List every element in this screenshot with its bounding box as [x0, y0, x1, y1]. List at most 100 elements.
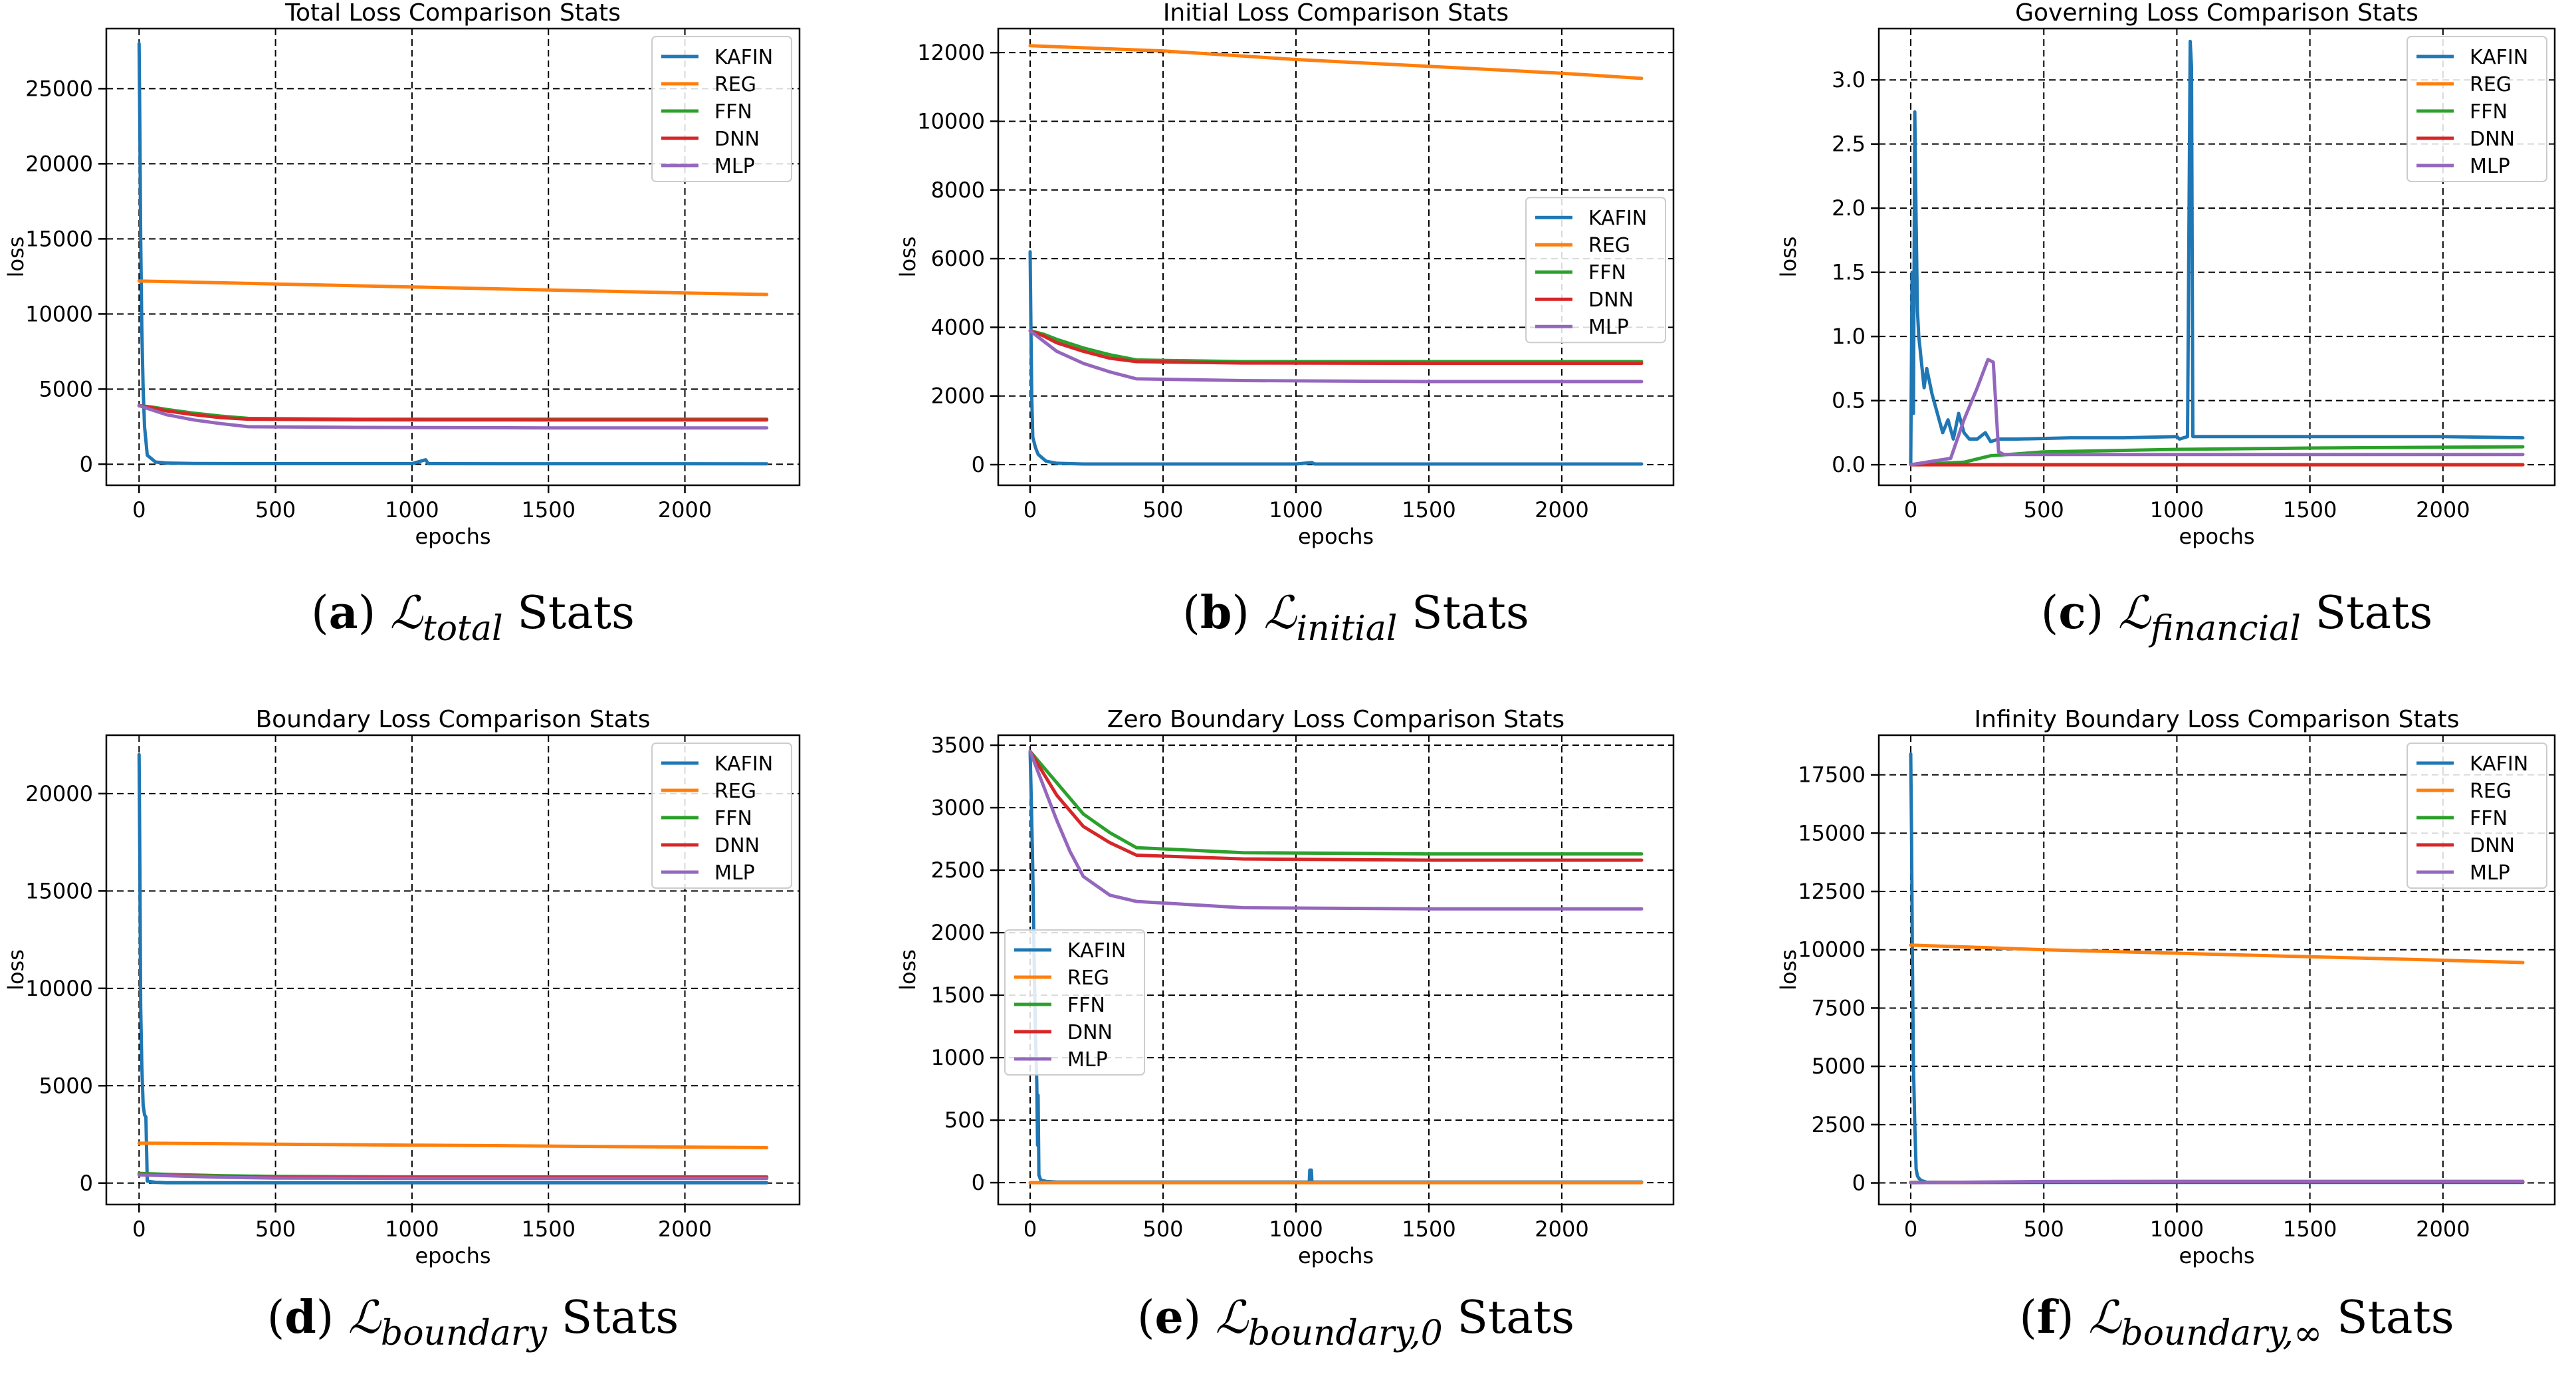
- chart-2-x-tick-label: 0: [1023, 497, 1037, 522]
- chart-5-y-tick-label: 3000: [931, 795, 985, 820]
- chart-6-caption-symbol: ℒ: [2088, 1292, 2122, 1344]
- chart-6-x-tick-label: 2000: [2416, 1216, 2470, 1242]
- chart-3-y-tick-label: 2.0: [1832, 195, 1866, 221]
- chart-4-x-tick-label: 2000: [658, 1216, 712, 1242]
- chart-1-legend-label-dnn: DNN: [714, 128, 760, 151]
- chart-2-y-tick-label: 2000: [931, 384, 985, 409]
- chart-6-legend-label-reg: REG: [2470, 780, 2512, 803]
- chart-4-caption-symbol: ℒ: [348, 1292, 382, 1344]
- chart-4-y-tick-label: 5000: [39, 1073, 93, 1098]
- chart-3-legend-label-kafin: KAFIN: [2470, 46, 2528, 69]
- chart-6-legend-label-dnn: DNN: [2470, 834, 2515, 858]
- chart-1-x-tick-label: 500: [255, 497, 296, 522]
- chart-5-title: Zero Boundary Loss Comparison Stats: [1107, 706, 1564, 733]
- chart-5-caption-letter: (: [1137, 1292, 1155, 1344]
- chart-5-x-axis-label: epochs: [1298, 1243, 1374, 1268]
- chart-2-legend-box: [1525, 197, 1666, 344]
- chart-4-x-tick-label: 1500: [522, 1216, 576, 1242]
- chart-2-y-tick-label: 12000: [917, 40, 985, 65]
- chart-3-legend-label-ffn: FFN: [2470, 100, 2508, 124]
- chart-3-x-tick-label: 0: [1904, 497, 1917, 522]
- chart-1-caption-paren: ): [358, 587, 390, 639]
- chart-6-caption-subscript: boundary,∞: [2121, 1314, 2322, 1353]
- chart-2-x-tick-label: 1500: [1402, 497, 1455, 522]
- chart-1-y-axis-label: loss: [3, 237, 29, 278]
- chart-5-caption-subscript: boundary,0: [1248, 1314, 1443, 1353]
- chart-5-x-tick-label: 1500: [1402, 1216, 1455, 1242]
- chart-1-caption-suffix: Stats: [503, 587, 635, 639]
- chart-2-y-tick-label: 8000: [931, 177, 985, 203]
- chart-5-y-tick-label: 3500: [931, 733, 985, 758]
- chart-4-series-reg: [137, 1141, 769, 1149]
- chart-2-title: Initial Loss Comparison Stats: [1163, 0, 1509, 27]
- chart-1-series-dnn: [137, 403, 769, 422]
- chart-5-legend-label-kafin: KAFIN: [1067, 939, 1126, 963]
- chart-1-x-tick-label: 2000: [658, 497, 712, 522]
- chart-4-x-tick-label: 0: [132, 1216, 146, 1242]
- chart-6-y-tick-label: 17500: [1798, 762, 1866, 788]
- chart-5-y-tick-label: 500: [944, 1107, 985, 1133]
- chart-6-series-mlp: [1909, 1179, 2525, 1185]
- chart-5-x-tick-label: 0: [1023, 1216, 1037, 1242]
- chart-5-y-tick-label: 2500: [931, 858, 985, 883]
- chart-1-y-tick-label: 15000: [25, 226, 93, 251]
- chart-panel-4: 0 500 1000 1500 200005000100001500020000Boun…: [3, 706, 801, 1353]
- chart-4-series-kafin: [137, 752, 769, 1185]
- chart-1-x-tick-label: 0: [132, 497, 146, 522]
- chart-6-legend-label-mlp: MLP: [2470, 861, 2510, 885]
- chart-2-caption-symbol: ℒ: [1264, 587, 1298, 639]
- chart-1-caption-symbol: ℒ: [390, 587, 424, 639]
- chart-2-caption-subscript: initial: [1297, 609, 1398, 649]
- chart-6-y-axis-label: loss: [1776, 949, 1801, 990]
- chart-2-series-dnn: [1028, 329, 1644, 366]
- chart-4-x-tick-label: 1000: [385, 1216, 439, 1242]
- chart-1-series-kafin: [137, 42, 769, 466]
- chart-2-x-tick-label: 2000: [1535, 497, 1588, 522]
- chart-2-x-tick-label: 500: [1142, 497, 1183, 522]
- chart-1-y-tick-label: 20000: [25, 151, 93, 176]
- chart-5-series-dnn: [1028, 749, 1644, 862]
- chart-4-y-tick-label: 10000: [25, 976, 93, 1001]
- chart-6-y-tick-label: 2500: [1812, 1112, 1866, 1137]
- chart-2-x-tick-label: 1000: [1269, 497, 1323, 522]
- chart-1-y-tick-label: 0: [80, 451, 93, 477]
- chart-3-y-tick-label: 1.5: [1832, 260, 1866, 285]
- chart-3-series-mlp: [1909, 358, 2525, 467]
- chart-5-series-ffn: [1028, 749, 1644, 856]
- chart-4-legend-label-mlp: MLP: [714, 861, 755, 885]
- chart-4-legend: KAFIN REG FFN DNN MLP: [651, 743, 792, 889]
- chart-5-legend-label-mlp: MLP: [1067, 1048, 1108, 1072]
- chart-6-x-axis-label: epochs: [2179, 1243, 2254, 1268]
- chart-panel-1: 0 500 1000 1500 2000050001000015000200002500…: [3, 0, 801, 649]
- chart-5-y-axis-label: loss: [895, 949, 920, 990]
- chart-4-caption: (d) ℒboundary Stats: [267, 1291, 679, 1353]
- chart-1-plot-frame: [105, 27, 801, 487]
- chart-5-y-tick-label: 2000: [931, 920, 985, 945]
- chart-1-legend-box: [651, 36, 792, 182]
- chart-2-legend-label-kafin: KAFIN: [1588, 207, 1647, 230]
- chart-2-legend-label-dnn: DNN: [1588, 288, 1634, 312]
- chart-3-x-tick-label: 2000: [2416, 497, 2470, 522]
- chart-panel-3: 0 500 1000 1500 2000 0.0 0.5 1.0 1.5 2.0 2.5 3.0 Gov…: [1776, 0, 2556, 649]
- chart-6-y-tick-label: 0: [1852, 1171, 1866, 1196]
- chart-5-legend: KAFIN REG FFN DNN MLP: [1004, 929, 1145, 1076]
- chart-4-caption-letter-bold: d: [284, 1291, 316, 1344]
- chart-6-title: Infinity Boundary Loss Comparison Stats: [1975, 706, 2460, 733]
- chart-6-y-tick-label: 5000: [1812, 1054, 1866, 1079]
- chart-4-title: Boundary Loss Comparison Stats: [255, 706, 650, 733]
- chart-6-caption-letter: (: [2019, 1292, 2037, 1344]
- chart-6-legend: KAFIN REG FFN DNN MLP: [2407, 743, 2547, 889]
- chart-2-caption-letter: (: [1182, 587, 1200, 639]
- chart-6-y-tick-label: 10000: [1798, 937, 1866, 963]
- chart-5-y-tick-label: 0: [972, 1170, 985, 1195]
- chart-4-y-axis-label: loss: [3, 949, 29, 990]
- chart-panel-2: 0 500 1000 1500 2000 0 2000 4000 6000 8000 10000 12…: [895, 0, 1675, 649]
- chart-5-legend-label-reg: REG: [1067, 967, 1109, 990]
- chart-1-x-axis-label: epochs: [415, 524, 490, 549]
- chart-3-y-tick-label: 0.5: [1832, 388, 1866, 413]
- chart-2-caption: (b) ℒinitial Stats: [1182, 586, 1529, 649]
- chart-2-plot-frame: [997, 27, 1675, 487]
- chart-6-x-tick-label: 1500: [2283, 1216, 2337, 1242]
- chart-6-caption: (f) ℒboundary,∞ Stats: [2019, 1291, 2454, 1353]
- chart-6-legend-label-ffn: FFN: [2470, 807, 2508, 830]
